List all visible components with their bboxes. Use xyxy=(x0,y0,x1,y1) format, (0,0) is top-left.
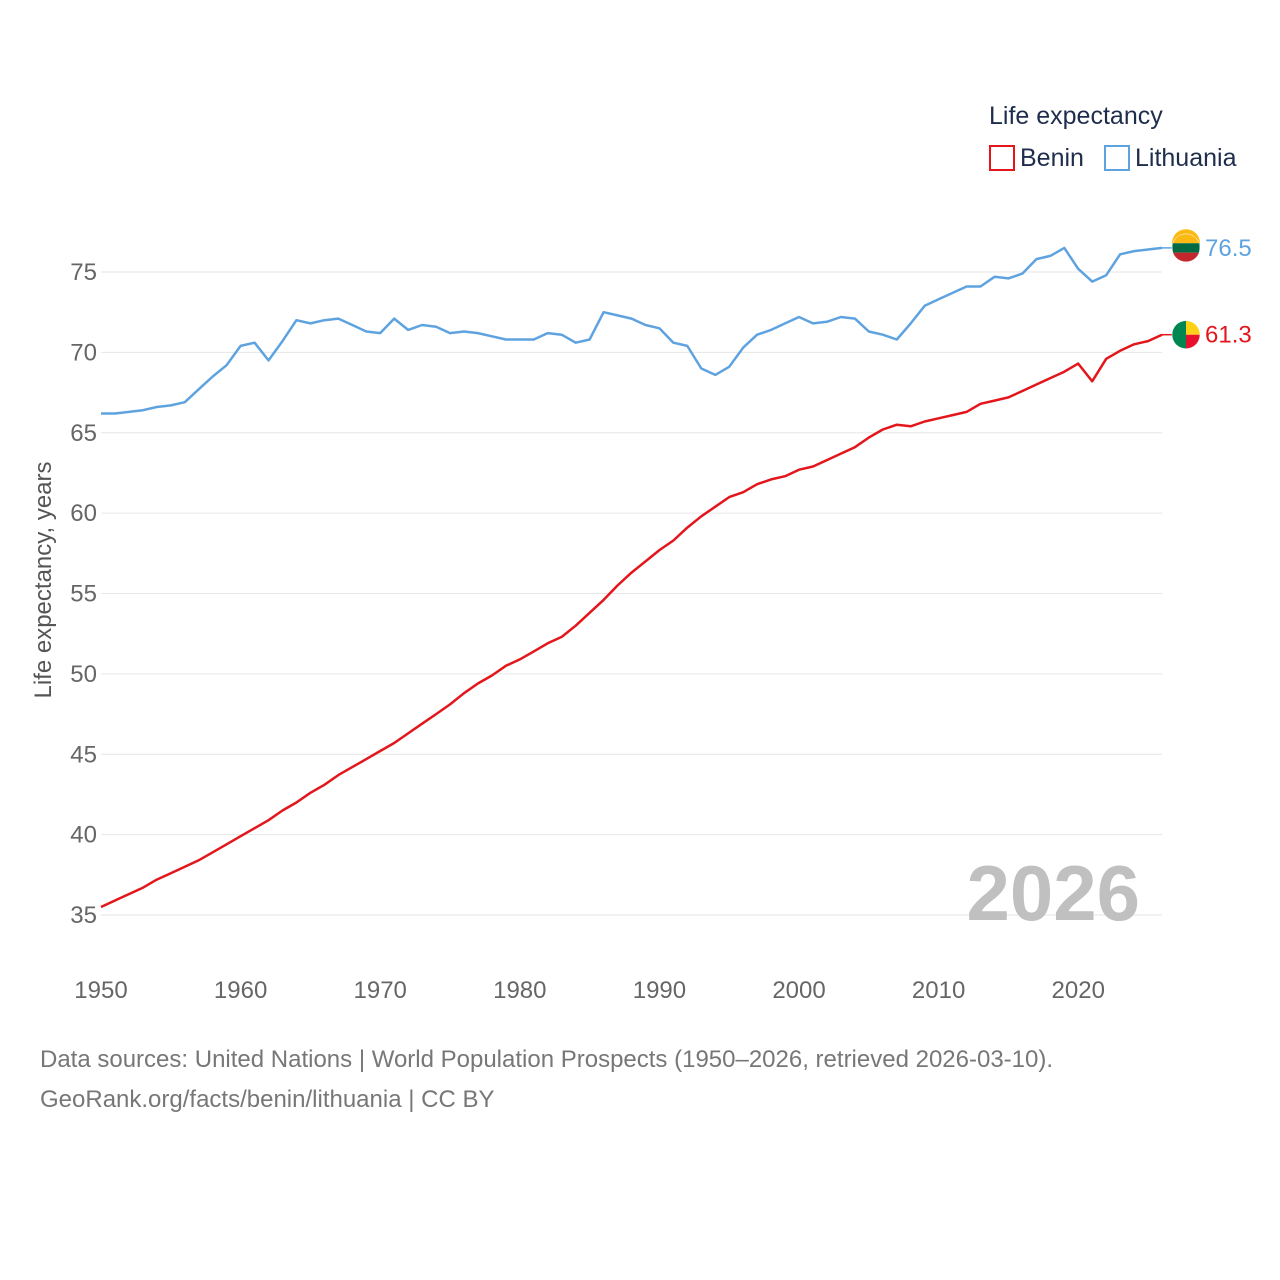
x-tick-label: 2000 xyxy=(772,977,825,1004)
source-line-2[interactable]: GeoRank.org/facts/benin/lithuania | CC B… xyxy=(40,1086,495,1113)
legend: Life expectancy Benin Lithuania xyxy=(989,102,1237,172)
legend-swatch-lithuania xyxy=(1104,145,1130,171)
x-tick-label: 1950 xyxy=(74,977,127,1004)
life-expectancy-chart: 35 40 45 50 55 60 65 70 75 1950 1960 1970 1980 1990 2… xyxy=(30,102,1252,1004)
y-axis: 35 40 45 50 55 60 65 70 75 xyxy=(70,259,97,929)
y-axis-title: Life expectancy, years xyxy=(30,461,57,698)
end-value-benin: 61.3 xyxy=(1205,322,1252,349)
flag-marker-lithuania xyxy=(1171,229,1201,263)
y-tick-label: 35 xyxy=(70,902,97,929)
series-lines xyxy=(100,246,1163,909)
y-tick-label: 45 xyxy=(70,741,97,768)
y-tick-label: 70 xyxy=(70,339,97,366)
legend-label-lithuania: Lithuania xyxy=(1135,144,1237,172)
grid-lines xyxy=(101,271,1162,916)
current-year-label: 2026 xyxy=(966,849,1140,937)
data-source-note: Data sources: United Nations | World Pop… xyxy=(40,1040,1053,1120)
x-tick-label: 1980 xyxy=(493,977,546,1004)
series-line-lithuania[interactable] xyxy=(101,246,1163,415)
legend-item-lithuania[interactable]: Lithuania xyxy=(1104,144,1237,172)
end-value-lithuania: 76.5 xyxy=(1205,235,1252,262)
x-tick-label: 1990 xyxy=(633,977,686,1004)
flag-marker-benin xyxy=(1171,320,1201,349)
legend-swatch-benin xyxy=(989,145,1015,171)
y-tick-label: 65 xyxy=(70,420,97,447)
legend-item-benin[interactable]: Benin xyxy=(989,144,1084,172)
x-tick-label: 1960 xyxy=(214,977,267,1004)
source-line-1: Data sources: United Nations | World Pop… xyxy=(40,1046,1054,1073)
legend-title: Life expectancy xyxy=(989,102,1163,130)
y-tick-label: 50 xyxy=(70,661,97,688)
x-tick-label: 1970 xyxy=(354,977,407,1004)
legend-label-benin: Benin xyxy=(1020,144,1084,172)
x-axis: 1950 1960 1970 1980 1990 2000 2010 2020 xyxy=(74,977,1105,1004)
x-tick-label: 2020 xyxy=(1052,977,1105,1004)
y-tick-label: 40 xyxy=(70,822,97,849)
y-tick-label: 75 xyxy=(70,259,97,286)
y-tick-label: 55 xyxy=(70,581,97,608)
y-tick-label: 60 xyxy=(70,500,97,527)
series-line-benin[interactable] xyxy=(100,333,1163,909)
x-tick-label: 2010 xyxy=(912,977,965,1004)
end-markers: 61.3 76.5 xyxy=(1162,229,1252,349)
